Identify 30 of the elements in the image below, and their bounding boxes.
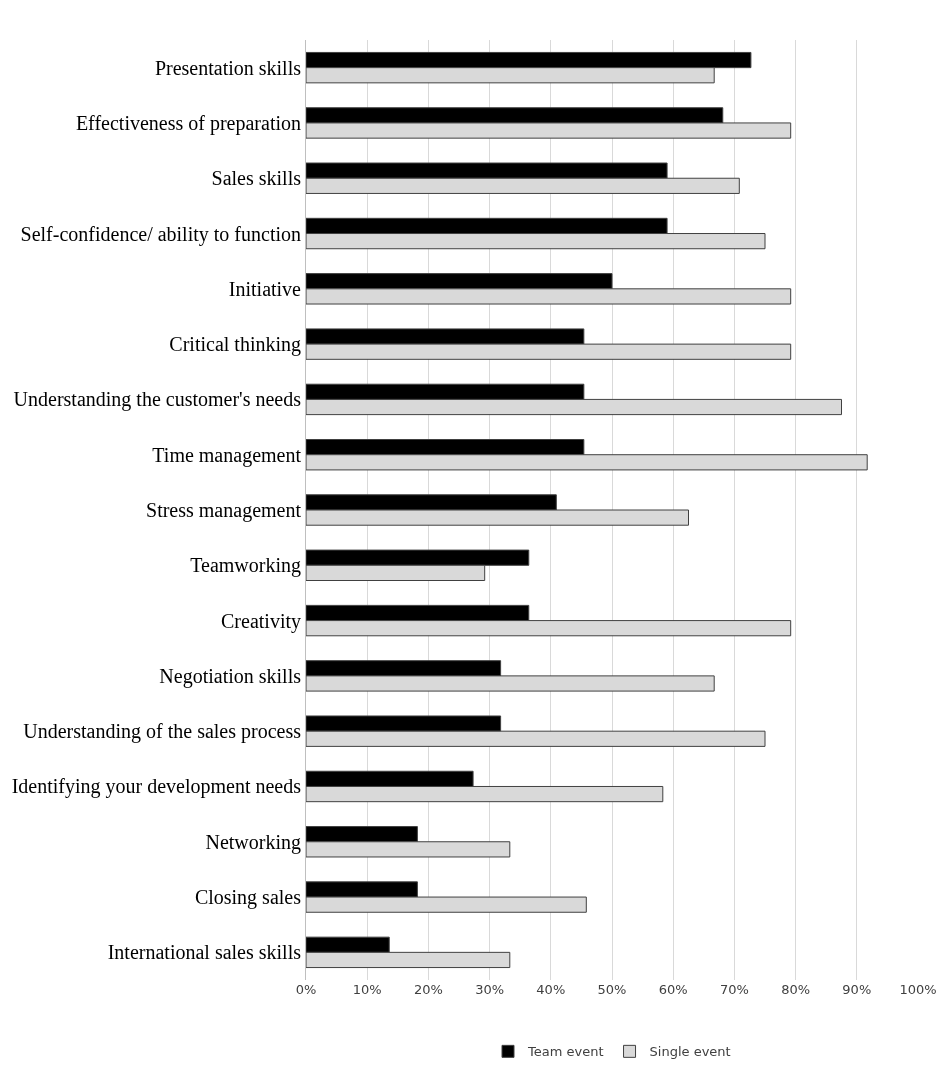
x-tick-label: 60% (658, 982, 688, 997)
y-tick-label: Creativity (221, 609, 301, 633)
x-tick-label: 80% (781, 982, 811, 997)
y-tick-label: Negotiation skills (159, 664, 302, 688)
legend-label: Single event (649, 1044, 731, 1060)
x-tick-label: 0% (295, 982, 317, 997)
y-tick-label: Initiative (228, 277, 302, 300)
x-tick-label: 90% (842, 982, 872, 997)
y-tick-label: Presentation skills (154, 56, 302, 79)
x-tick-label: 10% (352, 982, 382, 997)
y-tick-label: International sales skills (107, 941, 302, 964)
x-tick-label: 100% (899, 982, 937, 997)
x-tick-label: 70% (719, 982, 749, 997)
x-tick-label: 20% (413, 982, 443, 997)
y-tick-label: Stress management (146, 499, 302, 522)
y-tick-label: Understanding the customer's needs (13, 388, 302, 412)
y-tick-label: Closing sales (194, 886, 302, 910)
y-tick-label: Teamworking (190, 554, 301, 578)
y-tick-label: Networking (205, 830, 301, 854)
y-tick-label: Understanding of the sales process (23, 720, 302, 744)
y-tick-label: Self-confidence/ ability to function (20, 222, 301, 246)
y-tick-label: Effectiveness of preparation (75, 111, 301, 135)
y-tick-label: Sales skills (211, 167, 302, 190)
x-tick-label: 50% (597, 982, 627, 997)
y-tick-label: Identifying your development needs (11, 775, 302, 799)
y-tick-label: Critical thinking (169, 333, 301, 357)
x-tick-label: 40% (536, 982, 566, 997)
legend-label: Team event (527, 1044, 604, 1060)
x-tick-label: 30% (475, 982, 505, 997)
y-tick-label: Time management (152, 443, 302, 467)
